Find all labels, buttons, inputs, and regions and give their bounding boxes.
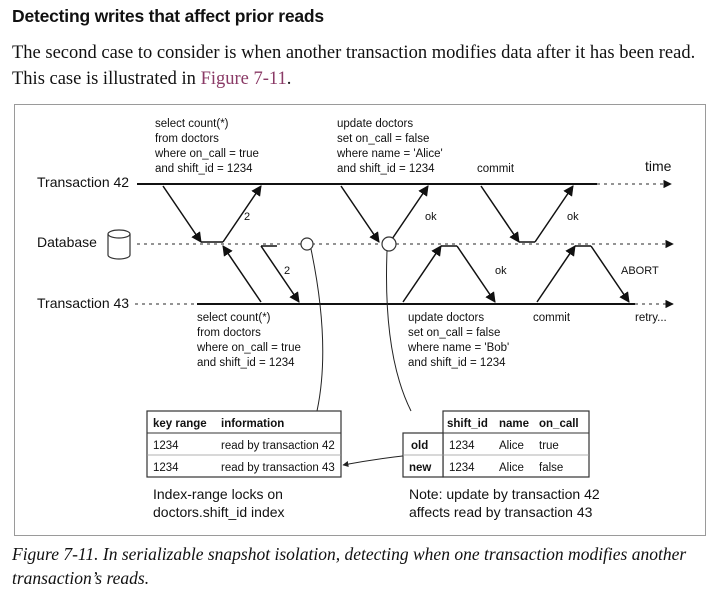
note-line-2: affects read by transaction 43 <box>409 504 593 520</box>
t42-read-response-arrow <box>222 185 262 243</box>
locks-header-information: information <box>221 418 284 430</box>
t43-update-line-1: update doctors <box>408 312 484 324</box>
locks-row1-key: 1234 <box>153 440 179 452</box>
section-heading: Detecting writes that affect prior reads <box>12 6 324 26</box>
time-label: time <box>645 158 672 174</box>
t43-update-response-arrow <box>456 245 496 303</box>
rows-label-new: new <box>409 462 431 474</box>
t42-query-line-4: and shift_id = 1234 <box>155 163 253 175</box>
rows-new-on-call: false <box>539 462 563 474</box>
rows-header-on-call: on_call <box>539 418 579 430</box>
figure-caption: Figure 7-11. In serializable snapshot is… <box>12 544 687 588</box>
t42-update-line-1: update doctors <box>337 118 413 130</box>
locks-table: key range information 1234 read by trans… <box>146 410 342 478</box>
arrow-label-2-t43: 2 <box>284 265 290 277</box>
locks-caption-line-1: Index-range locks on <box>153 486 283 502</box>
lock-connector <box>310 248 324 412</box>
paragraph-text: The second case to consider is when anot… <box>12 43 696 89</box>
rows-old-on-call: true <box>539 440 559 452</box>
arrow-label-ok-t42-commit: ok <box>567 211 579 223</box>
t42-commit-label: commit <box>477 163 515 175</box>
database-icon <box>107 229 131 260</box>
locks-row1-info: read by transaction 42 <box>221 440 335 452</box>
figure-link[interactable]: Figure 7-11 <box>200 69 287 89</box>
t42-update-line-3: where name = 'Alice' <box>336 148 443 160</box>
rows-old-name: Alice <box>499 440 524 452</box>
figure-7-11: Transaction 42 Database Transaction 43 t… <box>14 104 706 536</box>
locks-row2-key: 1234 <box>153 462 179 474</box>
write-detect-marker <box>381 236 397 252</box>
notify-connector <box>342 454 412 467</box>
t43-update-line-2: set on_call = false <box>408 327 500 339</box>
t43-query-line-1: select count(*) <box>197 312 271 324</box>
rows-old-shift-id: 1234 <box>449 440 475 452</box>
retry-label: retry... <box>635 312 667 324</box>
lane-label-t42: Transaction 42 <box>37 174 129 190</box>
rows-label-old: old <box>411 440 428 452</box>
paragraph-end: . <box>286 69 292 89</box>
rows-new-name: Alice <box>499 462 524 474</box>
read-lock-marker <box>300 237 314 251</box>
t43-abort-response-arrow <box>590 245 630 303</box>
rows-new-shift-id: 1234 <box>449 462 475 474</box>
t43-read-response-arrow <box>260 245 300 303</box>
rows-connector <box>386 250 412 412</box>
t42-update-line-2: set on_call = false <box>337 133 429 145</box>
t43-update-line-3: where name = 'Bob' <box>407 342 509 354</box>
t42-query-line-2: from doctors <box>155 133 219 145</box>
t42-commit-response-arrow <box>534 185 574 243</box>
t42-query-line-1: select count(*) <box>155 118 229 130</box>
lane-label-t43: Transaction 43 <box>37 295 129 311</box>
locks-row2-info: read by transaction 43 <box>221 462 335 474</box>
arrow-label-ok-t42-update: ok <box>425 211 437 223</box>
locks-caption-line-2: doctors.shift_id index <box>153 504 285 520</box>
rows-table: shift_id name on_call old 1234 Alice tru… <box>402 410 590 478</box>
t43-commit-label: commit <box>533 312 571 324</box>
t42-update-request-arrow <box>340 185 380 243</box>
t43-query-line-3: where on_call = true <box>196 342 301 354</box>
rows-header-name: name <box>499 418 529 430</box>
t43-query-line-4: and shift_id = 1234 <box>197 357 295 369</box>
abort-label: ABORT <box>621 265 659 277</box>
t42-update-line-4: and shift_id = 1234 <box>337 163 435 175</box>
t43-update-request-arrow <box>402 245 442 303</box>
t42-commit-request-arrow <box>480 185 520 243</box>
t43-commit-request-arrow <box>536 245 576 303</box>
arrow-label-2-t42: 2 <box>244 211 250 223</box>
t43-read-request-arrow <box>222 245 262 303</box>
arrow-label-ok-t43: ok <box>495 265 507 277</box>
lane-label-db: Database <box>37 234 97 250</box>
t42-read-request-arrow <box>162 185 202 243</box>
diagram-canvas: Transaction 42 Database Transaction 43 t… <box>37 118 674 520</box>
t43-update-line-4: and shift_id = 1234 <box>408 357 506 369</box>
t42-query-line-3: where on_call = true <box>154 148 259 160</box>
t43-query-line-2: from doctors <box>197 327 261 339</box>
body-paragraph: The second case to consider is when anot… <box>12 40 712 92</box>
locks-header-key-range: key range <box>153 418 207 430</box>
t42-update-response-arrow <box>389 185 429 243</box>
note-line-1: Note: update by transaction 42 <box>409 486 600 502</box>
rows-header-shift-id: shift_id <box>447 418 488 430</box>
